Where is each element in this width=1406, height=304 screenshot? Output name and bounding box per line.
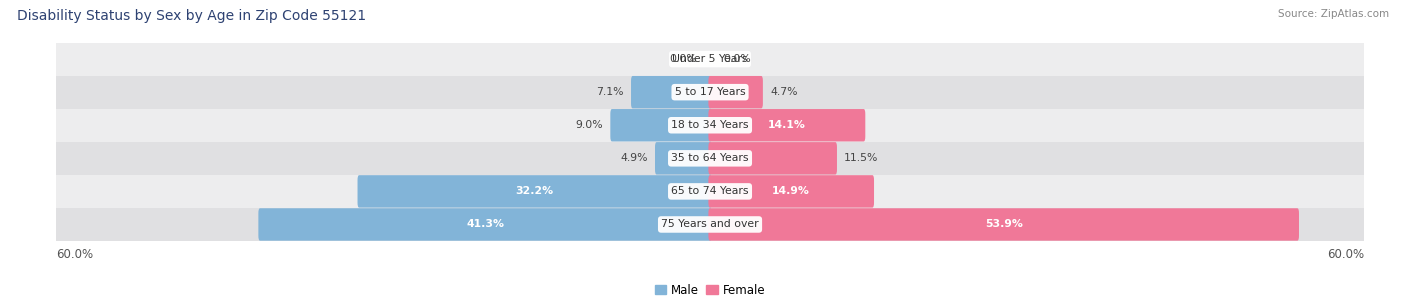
FancyBboxPatch shape xyxy=(709,142,837,174)
Text: 35 to 64 Years: 35 to 64 Years xyxy=(671,153,749,163)
Text: 0.0%: 0.0% xyxy=(723,54,751,64)
FancyBboxPatch shape xyxy=(610,109,711,141)
Bar xyxy=(35,109,1385,142)
Text: 65 to 74 Years: 65 to 74 Years xyxy=(671,186,749,196)
FancyBboxPatch shape xyxy=(357,175,711,208)
Text: 14.1%: 14.1% xyxy=(768,120,806,130)
FancyBboxPatch shape xyxy=(709,208,1299,241)
Bar xyxy=(35,175,1385,208)
Text: 41.3%: 41.3% xyxy=(465,219,503,230)
Text: 5 to 17 Years: 5 to 17 Years xyxy=(675,87,745,97)
Text: 75 Years and over: 75 Years and over xyxy=(661,219,759,230)
Text: Disability Status by Sex by Age in Zip Code 55121: Disability Status by Sex by Age in Zip C… xyxy=(17,9,366,23)
Text: 14.9%: 14.9% xyxy=(772,186,810,196)
Text: 18 to 34 Years: 18 to 34 Years xyxy=(671,120,749,130)
Text: Under 5 Years: Under 5 Years xyxy=(672,54,748,64)
FancyBboxPatch shape xyxy=(709,109,865,141)
FancyBboxPatch shape xyxy=(655,142,711,174)
Bar xyxy=(35,43,1385,76)
FancyBboxPatch shape xyxy=(631,76,711,109)
Text: 53.9%: 53.9% xyxy=(984,219,1022,230)
Bar xyxy=(35,208,1385,241)
FancyBboxPatch shape xyxy=(709,76,763,109)
Text: 60.0%: 60.0% xyxy=(1327,248,1364,261)
Text: 7.1%: 7.1% xyxy=(596,87,624,97)
Text: 4.9%: 4.9% xyxy=(620,153,648,163)
Bar xyxy=(35,76,1385,109)
Legend: Male, Female: Male, Female xyxy=(650,279,770,301)
Text: 11.5%: 11.5% xyxy=(844,153,879,163)
FancyBboxPatch shape xyxy=(259,208,711,241)
Text: 32.2%: 32.2% xyxy=(516,186,554,196)
Bar xyxy=(35,142,1385,175)
Text: 60.0%: 60.0% xyxy=(56,248,93,261)
FancyBboxPatch shape xyxy=(709,175,875,208)
Text: 9.0%: 9.0% xyxy=(575,120,603,130)
Text: Source: ZipAtlas.com: Source: ZipAtlas.com xyxy=(1278,9,1389,19)
Text: 0.0%: 0.0% xyxy=(669,54,697,64)
Text: 4.7%: 4.7% xyxy=(770,87,797,97)
